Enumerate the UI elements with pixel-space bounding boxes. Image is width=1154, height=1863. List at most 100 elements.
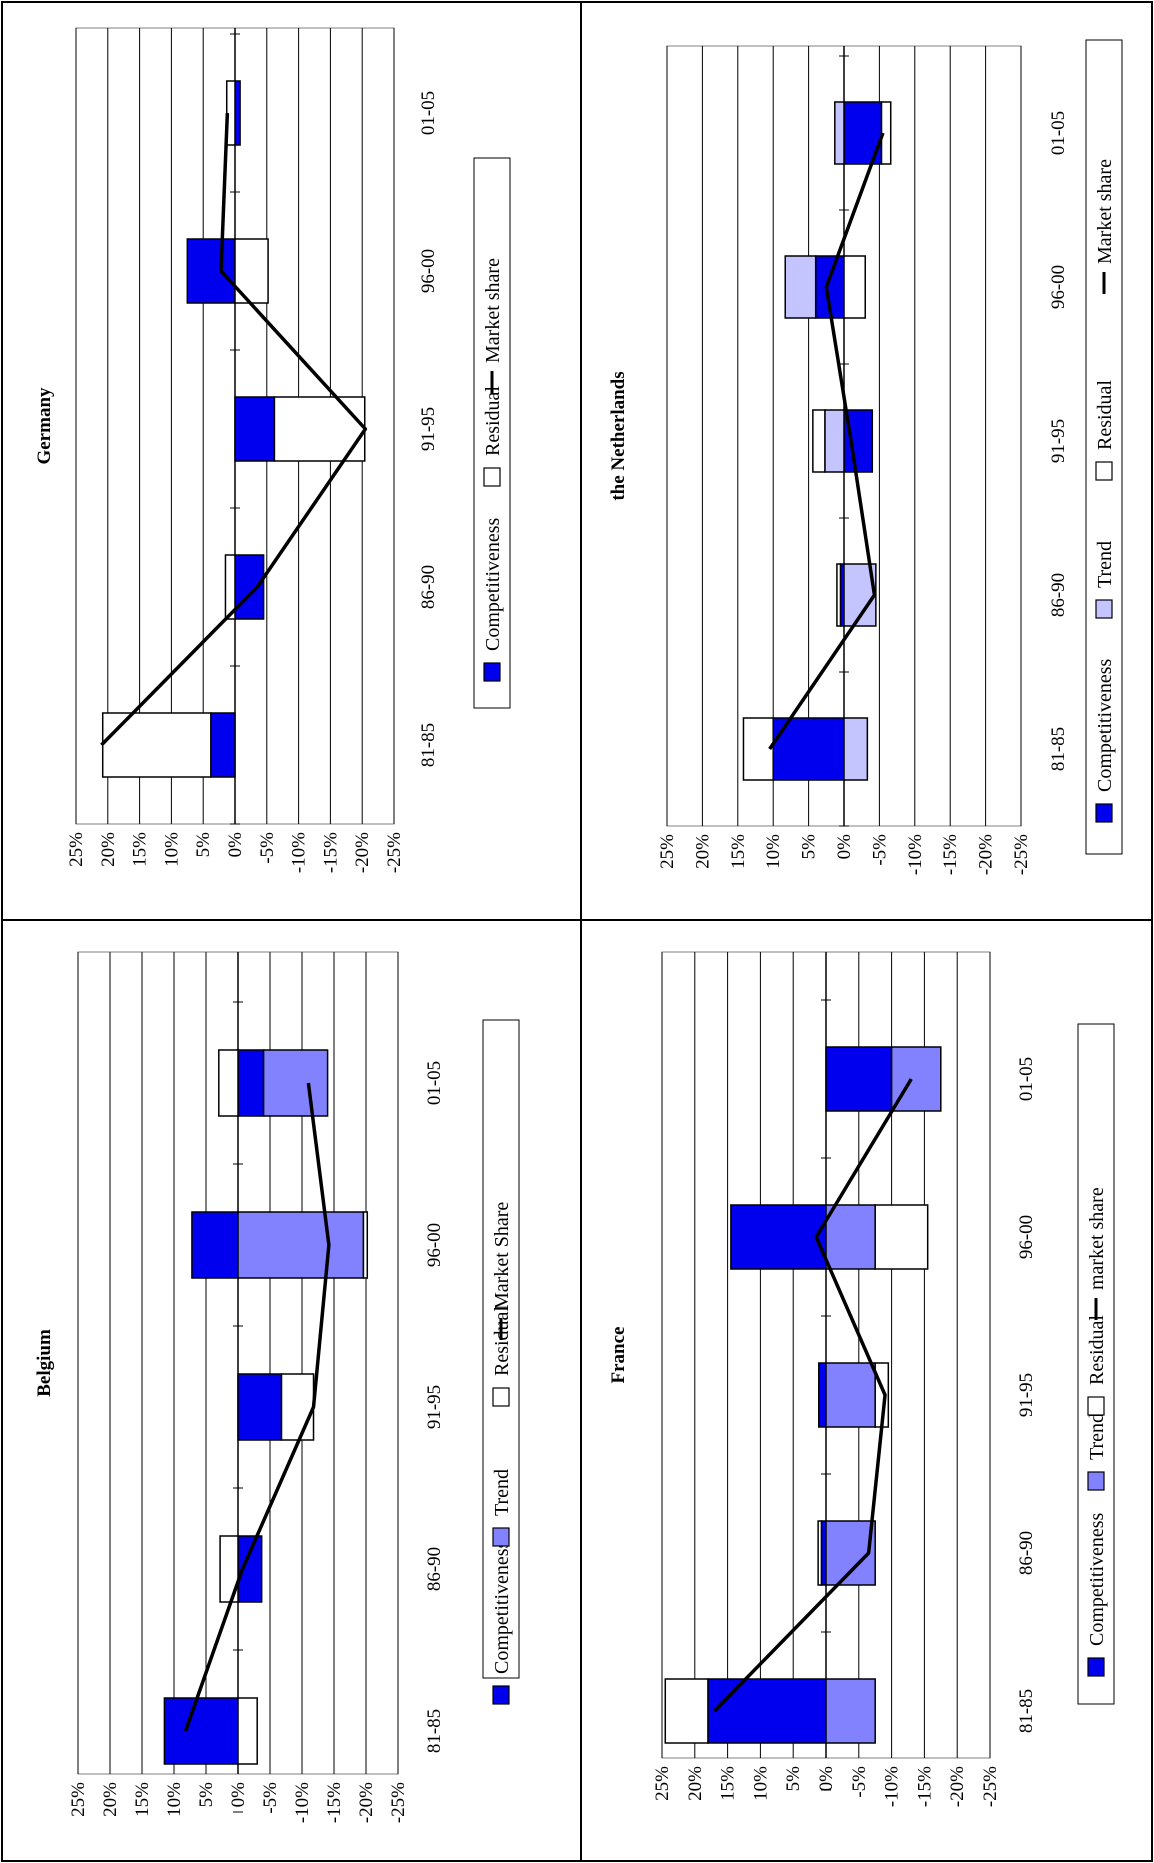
bar-competitiveness: [772, 717, 845, 781]
bar-residual: [874, 1204, 929, 1270]
legend-box: [482, 1019, 520, 1679]
value-tick-label: -5%: [257, 832, 278, 864]
value-tick-label: -25%: [980, 1766, 1001, 1807]
value-tick-label: 15%: [130, 832, 151, 867]
line-market-share: [713, 1078, 913, 1713]
value-tick-label: 20%: [692, 834, 713, 869]
value-tick-label: -15%: [940, 834, 961, 875]
value-tick-label: 10%: [750, 1766, 771, 1801]
bar-trend: [824, 409, 845, 473]
legend-label: Residual: [482, 386, 504, 456]
legend-label: Market Share: [491, 1202, 513, 1310]
value-tick-label: -20%: [352, 832, 373, 873]
bar-residual: [836, 563, 842, 627]
chart-title: France: [608, 1327, 629, 1384]
value-tick-label: 0%: [816, 1766, 837, 1792]
category-label: 86-90: [1048, 573, 1069, 617]
bar-trend: [825, 1362, 876, 1428]
value-tick-label: -10%: [905, 834, 926, 875]
bar-trend: [784, 255, 817, 319]
category-label: 86-90: [424, 1547, 445, 1591]
legend-label: Market share: [1094, 159, 1116, 264]
bar-competitiveness: [234, 396, 276, 462]
legend-label: Competitiveness: [1094, 658, 1116, 792]
legend-swatch: [492, 1685, 510, 1705]
bar-residual: [817, 1520, 823, 1586]
category-label: 91-95: [418, 407, 439, 451]
legend-swatch: [492, 1527, 510, 1547]
value-tick-label: 20%: [100, 1782, 121, 1817]
line-market-share: [100, 112, 368, 747]
value-tick-label: -5%: [849, 1766, 870, 1798]
category-label: 96-00: [424, 1223, 445, 1267]
legend-label: Competitiveness: [1086, 1512, 1108, 1646]
value-tick-label: 25%: [657, 834, 678, 869]
legend-swatch: [1095, 461, 1113, 481]
bar-residual: [280, 1373, 315, 1441]
bar-trend: [237, 1211, 365, 1279]
legend-swatch: [1095, 599, 1113, 619]
bar-trend: [825, 1204, 876, 1270]
value-tick-label: -15%: [320, 832, 341, 873]
bar-competitiveness: [234, 80, 241, 146]
legend-swatch: [1087, 1396, 1105, 1416]
bar-competitiveness: [186, 238, 236, 304]
category-label: 91-95: [1048, 419, 1069, 463]
bar-trend: [825, 1678, 876, 1744]
value-tick-label: -25%: [384, 832, 405, 873]
value-tick-label: 25%: [66, 832, 87, 867]
value-tick-label: -10%: [292, 1782, 313, 1823]
legend-label: market share: [1086, 1187, 1108, 1290]
bar-competitiveness: [237, 1049, 265, 1117]
category-label: 96-00: [1048, 265, 1069, 309]
chart-title: Germany: [34, 387, 55, 465]
category-label: 81-85: [418, 723, 439, 767]
bar-residual: [664, 1678, 709, 1744]
value-tick-label: 0%: [228, 1782, 249, 1808]
category-label: 96-00: [418, 249, 439, 293]
value-tick-label: 20%: [685, 1766, 706, 1801]
bar-trend: [834, 101, 845, 165]
legend-label: Trend: [491, 1469, 513, 1516]
value-tick-label: -5%: [869, 834, 890, 866]
bar-competitiveness: [210, 712, 236, 778]
value-tick-label: -25%: [1011, 834, 1032, 875]
value-tick-label: 5%: [196, 1782, 217, 1808]
category-label: 96-00: [1016, 1215, 1037, 1259]
chart-the-netherlands: 25% 20% 15% 10% 5% 0% -5% -10% -15% -20% -25% 81-85…: [608, 39, 1123, 875]
value-tick-label: 15%: [718, 1766, 739, 1801]
line-market-share: [768, 132, 885, 750]
value-tick-label: 5%: [783, 1766, 804, 1792]
value-tick-label: -20%: [976, 834, 997, 875]
legend-label: Residual: [1094, 380, 1116, 450]
bar-residual: [742, 717, 774, 781]
legend: Competitiveness Trend Residual Market share: [1085, 39, 1123, 855]
legend-swatch: [1095, 803, 1113, 823]
category-label: 81-85: [1048, 727, 1069, 771]
value-tick-label: -20%: [356, 1782, 377, 1823]
bar-residual: [101, 712, 212, 778]
legend-box: [1085, 39, 1123, 855]
category-label: 86-90: [1016, 1531, 1037, 1575]
value-tick-label: -25%: [388, 1782, 409, 1823]
bar-residual: [843, 255, 866, 319]
bar-trend: [262, 1049, 329, 1117]
category-label: 86-90: [418, 565, 439, 609]
value-tick-label: 10%: [164, 1782, 185, 1817]
value-tick-label: 15%: [132, 1782, 153, 1817]
legend-swatch: [1087, 1657, 1105, 1677]
bar-residual: [362, 1211, 369, 1279]
legend-label: Trend: [1094, 541, 1116, 588]
bar-competitiveness: [825, 1046, 893, 1112]
bar-competitiveness: [163, 1697, 239, 1765]
value-tick-label: -10%: [289, 832, 310, 873]
bar-competitiveness: [191, 1211, 239, 1279]
category-label: 01-05: [1048, 111, 1069, 155]
bar-residual: [237, 1697, 258, 1765]
chart-title: Belgium: [34, 1329, 55, 1397]
category-label: 91-95: [1016, 1373, 1037, 1417]
legend-swatch: [483, 467, 501, 487]
chart-germany: 25% 20% 15% 10% 5% 0% -5% -10% -15% -20% -25% 81-85…: [34, 27, 511, 873]
